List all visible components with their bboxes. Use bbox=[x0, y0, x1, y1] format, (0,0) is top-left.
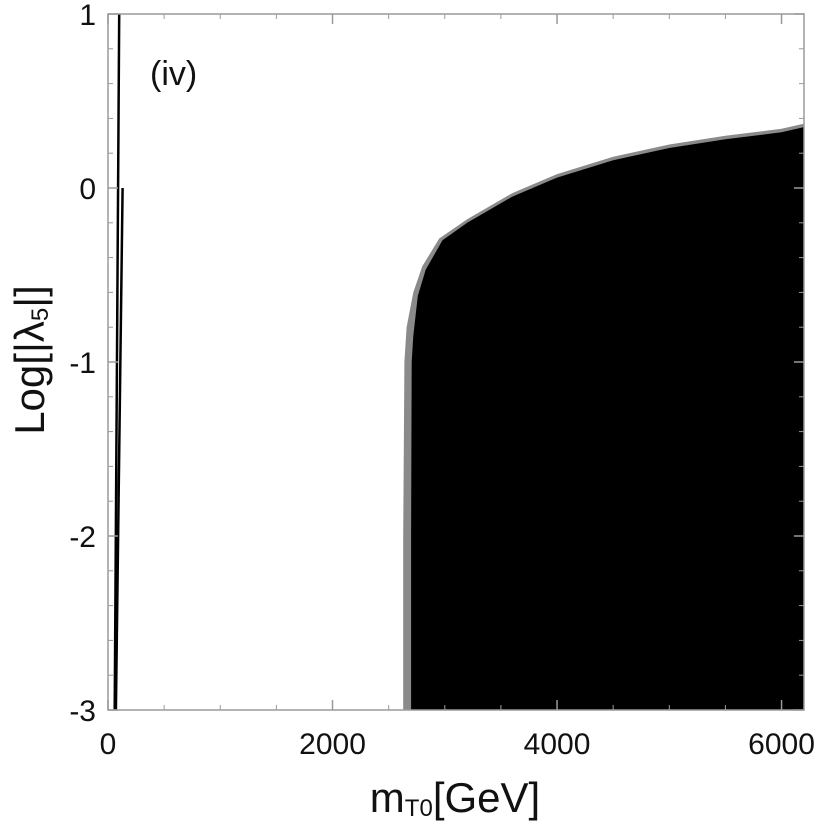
y-axis-title-sub: 5 bbox=[27, 308, 54, 321]
panel-label: (iv) bbox=[150, 55, 197, 93]
y-tick-label-1: 1 bbox=[79, 0, 96, 32]
x-tick-label-4000: 4000 bbox=[524, 728, 591, 761]
y-axis-title: Log[|λ5|] bbox=[6, 285, 54, 435]
x-axis-title-unit: [GeV] bbox=[433, 774, 540, 821]
excluded-region-2 bbox=[411, 127, 804, 711]
thin-boundary-line-2 bbox=[114, 187, 124, 711]
x-tick-label-2000: 2000 bbox=[299, 728, 366, 761]
y-tick-label-0: 0 bbox=[79, 173, 96, 206]
y-tick-label--3: -3 bbox=[69, 695, 96, 728]
x-tick-label-0: 0 bbox=[100, 728, 117, 761]
region-layer bbox=[403, 123, 804, 711]
x-axis-title-sub: T0 bbox=[405, 795, 433, 821]
x-axis-title-main: m bbox=[370, 774, 405, 821]
tick-label-layer: 0 2000 4000 6000 -3 -2 -1 0 1 bbox=[69, 0, 815, 761]
x-tick-label-6000: 6000 bbox=[748, 728, 815, 761]
y-tick-label--1: -1 bbox=[69, 347, 96, 380]
y-axis-title-main: Log[|λ bbox=[6, 321, 53, 435]
x-axis-title: mT0[GeV] bbox=[370, 774, 540, 821]
y-tick-label--2: -2 bbox=[69, 521, 96, 554]
tick-layer bbox=[107, 13, 804, 711]
y-axis-title-end: |] bbox=[6, 285, 53, 308]
